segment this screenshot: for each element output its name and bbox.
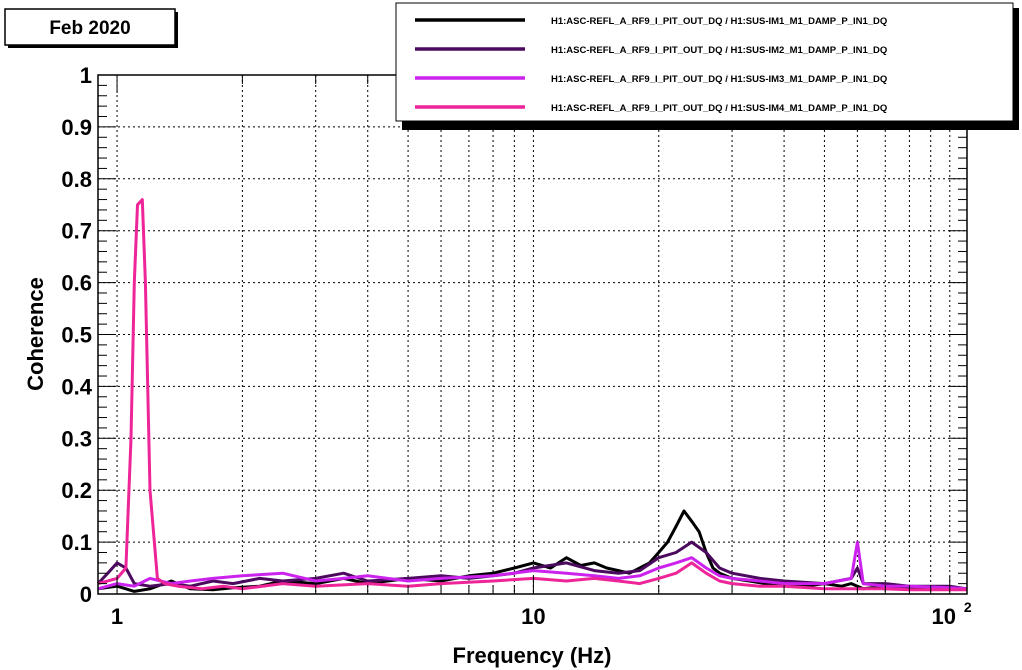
legend-label-4: H1:ASC-REFL_A_RF9_I_PIT_OUT_DQ / H1:SUS-… [551,103,887,114]
y-tick-label: 0.1 [61,530,92,555]
legend-background [395,2,1014,122]
y-tick-label: 0.5 [61,323,92,348]
y-tick-label: 1 [80,63,92,88]
series-line-3 [97,540,968,591]
y-tick-label: 0.8 [61,167,92,192]
legend-entries: H1:ASC-REFL_A_RF9_I_PIT_OUT_DQ / H1:SUS-… [415,16,887,114]
y-tick-label: 0.2 [61,478,92,503]
legend-label-2: H1:ASC-REFL_A_RF9_I_PIT_OUT_DQ / H1:SUS-… [551,45,887,56]
legend-label-1: H1:ASC-REFL_A_RF9_I_PIT_OUT_DQ / H1:SUS-… [551,16,887,27]
tick-labels: 0 0.1 0.2 0.3 0.4 0.5 0.6 0.7 0.8 0.9 1 1 10 10 2 [61,63,971,629]
y-tick-label: 0.4 [61,374,92,399]
x-tick-label: 10 [932,604,956,629]
x-axis-title: Frequency (Hz) [453,643,612,668]
series-group [96,198,968,593]
x-tick-label: 1 [111,604,123,629]
y-tick-label: 0.3 [61,426,92,451]
date-label-background [4,8,176,46]
date-label: Feb 2020 [49,18,130,39]
date-label-box: Feb 2020 [4,8,178,48]
y-axis-title: Coherence [23,277,48,391]
legend-label-3: H1:ASC-REFL_A_RF9_I_PIT_OUT_DQ / H1:SUS-… [551,74,887,85]
series-line-1 [97,509,968,593]
y-tick-label: 0.9 [61,115,92,140]
x-tick-label: 10 [521,604,545,629]
y-tick-label: 0 [80,582,92,607]
y-tick-label: 0.6 [61,271,92,296]
legend: H1:ASC-REFL_A_RF9_I_PIT_OUT_DQ / H1:SUS-… [395,2,1019,130]
y-tick-label: 0.7 [61,219,92,244]
x-tick-label-exponent: 2 [964,599,972,615]
series-line-4 [97,198,967,592]
